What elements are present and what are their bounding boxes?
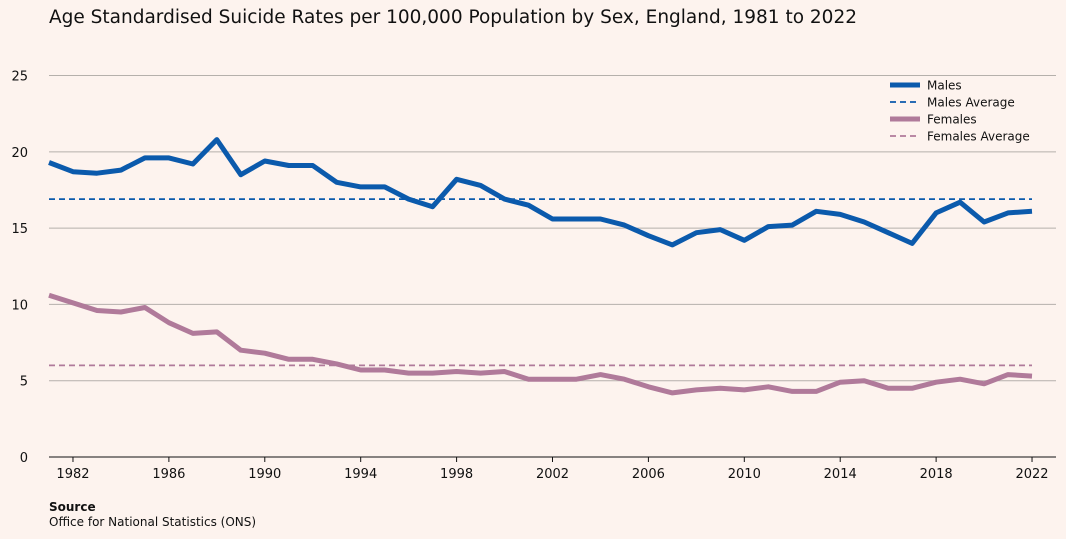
source-heading: Source	[49, 500, 96, 514]
x-tick-label: 2018	[920, 467, 953, 482]
legend-label-males: Males	[927, 79, 962, 93]
x-tick-label: 2022	[1015, 467, 1048, 482]
y-tick-label: 5	[20, 375, 28, 390]
y-tick-label: 20	[11, 146, 28, 161]
series-line-females	[48, 292, 1033, 396]
legend: Males Males Average Females Females Average	[890, 79, 1030, 144]
y-tick-label: 0	[20, 451, 28, 466]
legend-label-males-average: Males Average	[927, 96, 1015, 110]
x-tick-label: 2006	[632, 467, 665, 482]
x-tick-label: 1990	[248, 467, 281, 482]
y-axis-ticks: 0 5 10 15 20 25	[11, 70, 28, 466]
line-chart: 0 5 10 15 20 25 1982 1986 1990 1994 1998 2002 2006 2…	[11, 70, 1056, 482]
y-tick-label: 25	[11, 70, 28, 85]
x-tick-label: 1982	[56, 467, 89, 482]
series-lines	[48, 137, 1033, 396]
x-tick-label: 2010	[728, 467, 761, 482]
legend-label-females-average: Females Average	[927, 130, 1030, 144]
x-tick-label: 1994	[344, 467, 377, 482]
x-axis: 1982 1986 1990 1994 1998 2002 2006 2010 2014 2018…	[49, 456, 1056, 482]
y-tick-label: 15	[11, 222, 28, 237]
legend-label-females: Females	[927, 113, 977, 127]
x-tick-label: 1986	[152, 467, 185, 482]
chart-title: Age Standardised Suicide Rates per 100,0…	[49, 7, 857, 28]
y-tick-label: 10	[11, 298, 28, 313]
x-tick-label: 2014	[824, 467, 857, 482]
series-line-males	[48, 137, 1033, 248]
source-text: Office for National Statistics (ONS)	[49, 515, 257, 529]
x-tick-label: 2002	[536, 467, 569, 482]
x-tick-label: 1998	[440, 467, 473, 482]
